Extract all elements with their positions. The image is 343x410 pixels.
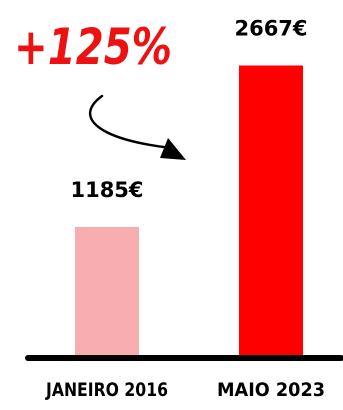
bars-group — [75, 65, 303, 357]
curved-arrow-icon — [89, 94, 186, 160]
bar-1 — [75, 226, 139, 356]
growth-annotation: +125% — [14, 18, 172, 76]
category-labels-group: JANEIRO 2016 MAIO 2023 — [44, 379, 325, 401]
value-label-1: 1185€ — [70, 178, 143, 202]
value-labels-group: 1185€ 2667€ — [70, 16, 307, 201]
value-label-2: 2667€ — [234, 16, 307, 40]
category-label-1: JANEIRO 2016 — [44, 379, 168, 401]
bar-2 — [239, 65, 303, 357]
category-label-2: MAIO 2023 — [217, 379, 325, 401]
